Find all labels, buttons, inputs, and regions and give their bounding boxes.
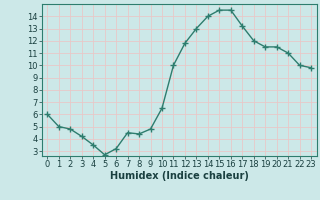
X-axis label: Humidex (Indice chaleur): Humidex (Indice chaleur) bbox=[110, 171, 249, 181]
